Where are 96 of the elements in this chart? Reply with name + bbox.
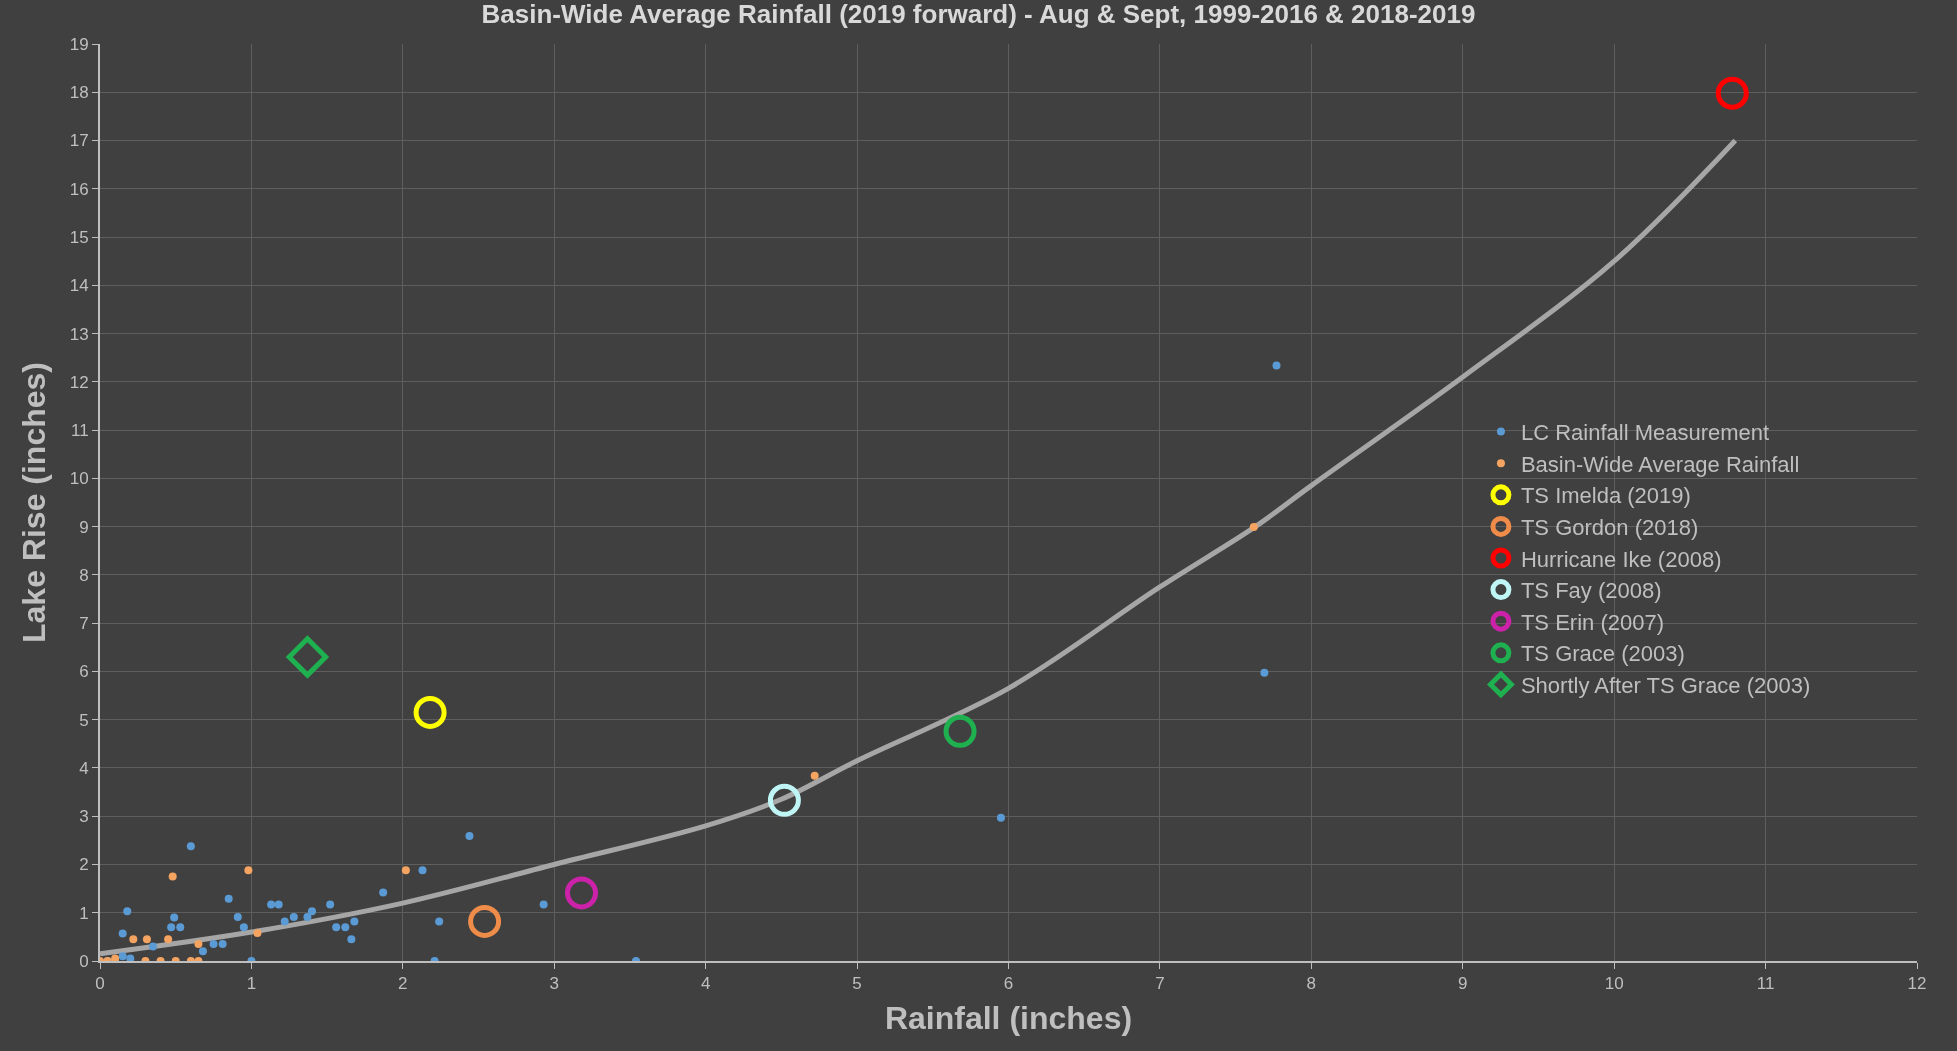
y-tick-label: 2 xyxy=(79,855,89,875)
y-tick-label: 18 xyxy=(69,83,89,103)
legend-label: Hurricane Ike (2008) xyxy=(1520,546,1722,572)
point xyxy=(350,917,359,926)
y-tick-label: 15 xyxy=(69,228,89,247)
point xyxy=(1260,668,1269,677)
point xyxy=(239,923,248,932)
point xyxy=(468,904,502,938)
point xyxy=(126,954,135,961)
point xyxy=(164,935,173,944)
y-tick-label: 14 xyxy=(69,276,89,296)
y-tick-label: 1 xyxy=(79,903,89,923)
point xyxy=(289,913,298,922)
x-tick-label: 12 xyxy=(1907,974,1927,994)
y-tick-label: 8 xyxy=(79,565,89,585)
point xyxy=(413,695,447,729)
point xyxy=(274,900,283,909)
point xyxy=(1272,361,1281,370)
point xyxy=(767,783,801,817)
y-tick-label: 4 xyxy=(79,758,89,778)
y-tick-label: 19 xyxy=(69,34,89,54)
y-tick-label: 6 xyxy=(79,662,89,682)
point xyxy=(303,913,312,922)
point xyxy=(1715,76,1749,110)
point xyxy=(996,813,1005,822)
point xyxy=(118,952,127,961)
point xyxy=(347,935,356,944)
point xyxy=(253,929,262,938)
legend-label: Shortly After TS Grace (2003) xyxy=(1520,672,1811,698)
y-tick-label: 11 xyxy=(70,421,89,441)
point xyxy=(565,876,599,910)
x-tick-label: 10 xyxy=(1604,974,1624,994)
legend-label: Basin-Wide Average Rainfall xyxy=(1520,451,1800,477)
x-tick-label: 6 xyxy=(1003,974,1014,994)
point xyxy=(244,866,253,875)
x-tick-label: 1 xyxy=(246,974,257,994)
x-tick-label: 4 xyxy=(700,974,711,994)
x-tick-label: 11 xyxy=(1756,974,1775,994)
x-tick-label: 2 xyxy=(398,974,408,994)
y-tick-label: 10 xyxy=(69,469,89,489)
x-tick-label: 5 xyxy=(852,974,862,994)
point xyxy=(539,900,548,909)
point xyxy=(286,636,329,678)
y-tick-label: 7 xyxy=(79,614,89,634)
point xyxy=(435,917,444,926)
point xyxy=(170,913,179,922)
y-tick-label: 16 xyxy=(69,179,89,199)
point xyxy=(198,947,207,956)
point xyxy=(167,923,176,932)
x-axis-title: Rainfall (inches) xyxy=(884,999,1133,1036)
x-tick-label: 9 xyxy=(1458,974,1468,994)
y-tick-label: 12 xyxy=(69,372,89,392)
chart-title: Basin-Wide Average Rainfall (2019 forward) - Aug & Sept, 1999-2016 & 2018-2019 xyxy=(481,0,1476,30)
point xyxy=(186,842,195,851)
point xyxy=(401,866,410,875)
point xyxy=(379,888,388,897)
point xyxy=(465,832,474,840)
point xyxy=(149,942,157,951)
legend-label: LC Rainfall Measurement xyxy=(1520,420,1770,446)
point xyxy=(943,714,977,748)
y-tick-label: 0 xyxy=(79,951,89,971)
point xyxy=(326,900,335,909)
point xyxy=(224,894,233,903)
x-tick-label: 8 xyxy=(1306,974,1317,994)
point xyxy=(341,923,350,932)
y-tick-label: 9 xyxy=(79,517,89,537)
point xyxy=(123,907,132,916)
y-tick-label: 17 xyxy=(69,131,89,151)
point xyxy=(810,771,819,780)
point xyxy=(307,907,316,916)
legend-label: TS Fay (2008) xyxy=(1520,578,1662,604)
point xyxy=(142,935,151,944)
legend-label: TS Gordon (2018) xyxy=(1520,514,1699,540)
point xyxy=(267,900,276,909)
point xyxy=(233,913,242,922)
point xyxy=(1249,523,1258,532)
point xyxy=(218,940,227,949)
point xyxy=(118,929,127,938)
legend-label: TS Erin (2007) xyxy=(1520,609,1664,635)
point xyxy=(209,940,218,949)
y-tick-label: 5 xyxy=(79,710,89,730)
y-tick-label: 13 xyxy=(69,324,89,344)
y-tick-label: 3 xyxy=(79,807,89,827)
x-tick-label: 7 xyxy=(1155,974,1165,994)
x-tick-label: 3 xyxy=(549,974,559,994)
point xyxy=(168,872,177,881)
legend-label: TS Grace (2003) xyxy=(1520,641,1685,667)
point xyxy=(176,923,185,932)
point xyxy=(194,940,203,949)
y-axis-title: Lake Rise (inches) xyxy=(16,362,53,643)
legend-label: TS Imelda (2019) xyxy=(1520,483,1691,509)
point xyxy=(129,935,138,944)
point xyxy=(332,923,341,932)
x-tick-label: 0 xyxy=(95,974,105,994)
point xyxy=(418,866,427,875)
point xyxy=(280,917,289,926)
